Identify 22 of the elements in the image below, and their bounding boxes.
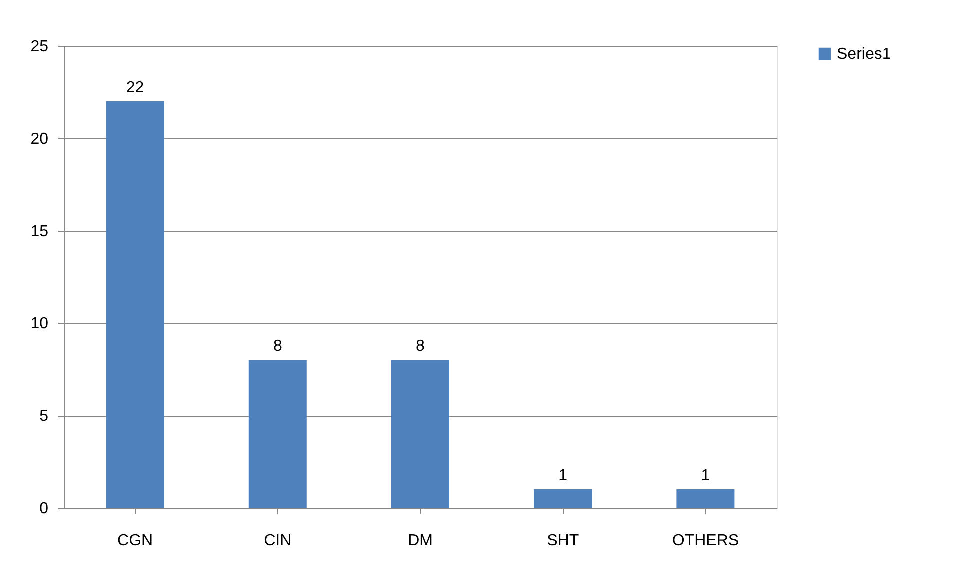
bar (534, 490, 592, 508)
x-tick-label: CGN (118, 532, 154, 550)
x-tick-label: DM (408, 532, 433, 550)
y-tick-label: 20 (30, 130, 49, 148)
x-tick-label: CIN (264, 532, 292, 550)
y-tick-label: 5 (40, 408, 49, 426)
bar (392, 360, 450, 508)
bar (106, 101, 164, 508)
data-label: 8 (416, 338, 426, 356)
y-tick-label: 25 (30, 38, 49, 56)
bar (248, 360, 307, 508)
data-label: 8 (273, 338, 282, 356)
y-tick-label: 0 (40, 500, 49, 518)
data-label: 1 (558, 468, 568, 485)
y-tick-label: 10 (30, 316, 49, 333)
x-tick-label: OTHERS (672, 532, 740, 550)
bar (676, 490, 735, 508)
data-label: 1 (701, 468, 710, 485)
y-tick-label: 15 (30, 223, 49, 240)
legend-label: Series1 (837, 46, 892, 63)
x-tick-label: SHT (547, 532, 580, 550)
data-label: 22 (126, 79, 144, 96)
